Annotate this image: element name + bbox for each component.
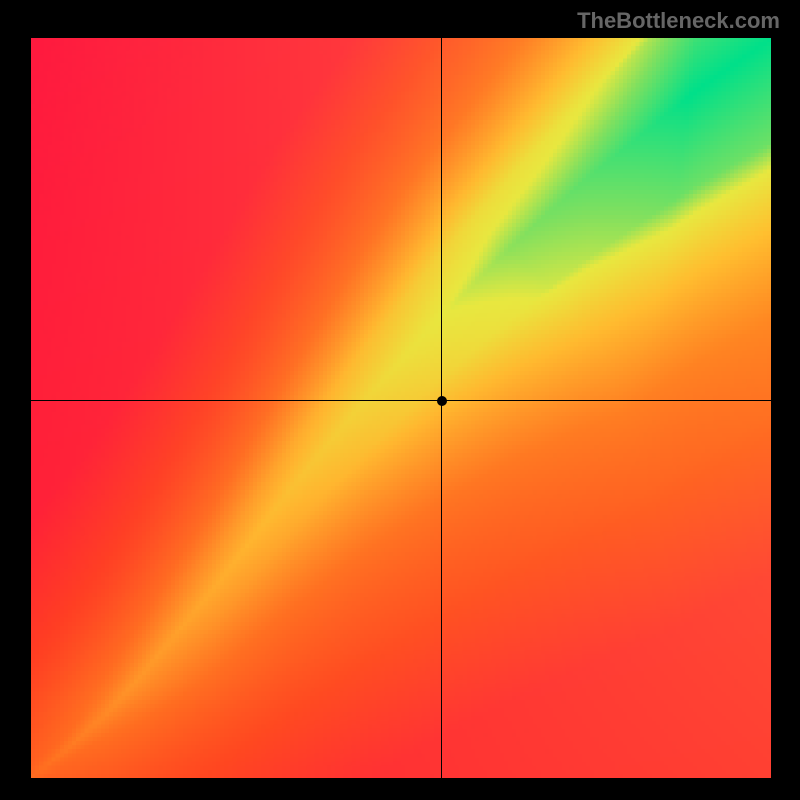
crosshair-vertical (441, 38, 442, 778)
marker-dot (437, 396, 447, 406)
crosshair-horizontal (31, 400, 771, 401)
heatmap-canvas (31, 38, 771, 778)
chart-container: TheBottleneck.com (0, 0, 800, 800)
watermark-text: TheBottleneck.com (577, 8, 780, 34)
